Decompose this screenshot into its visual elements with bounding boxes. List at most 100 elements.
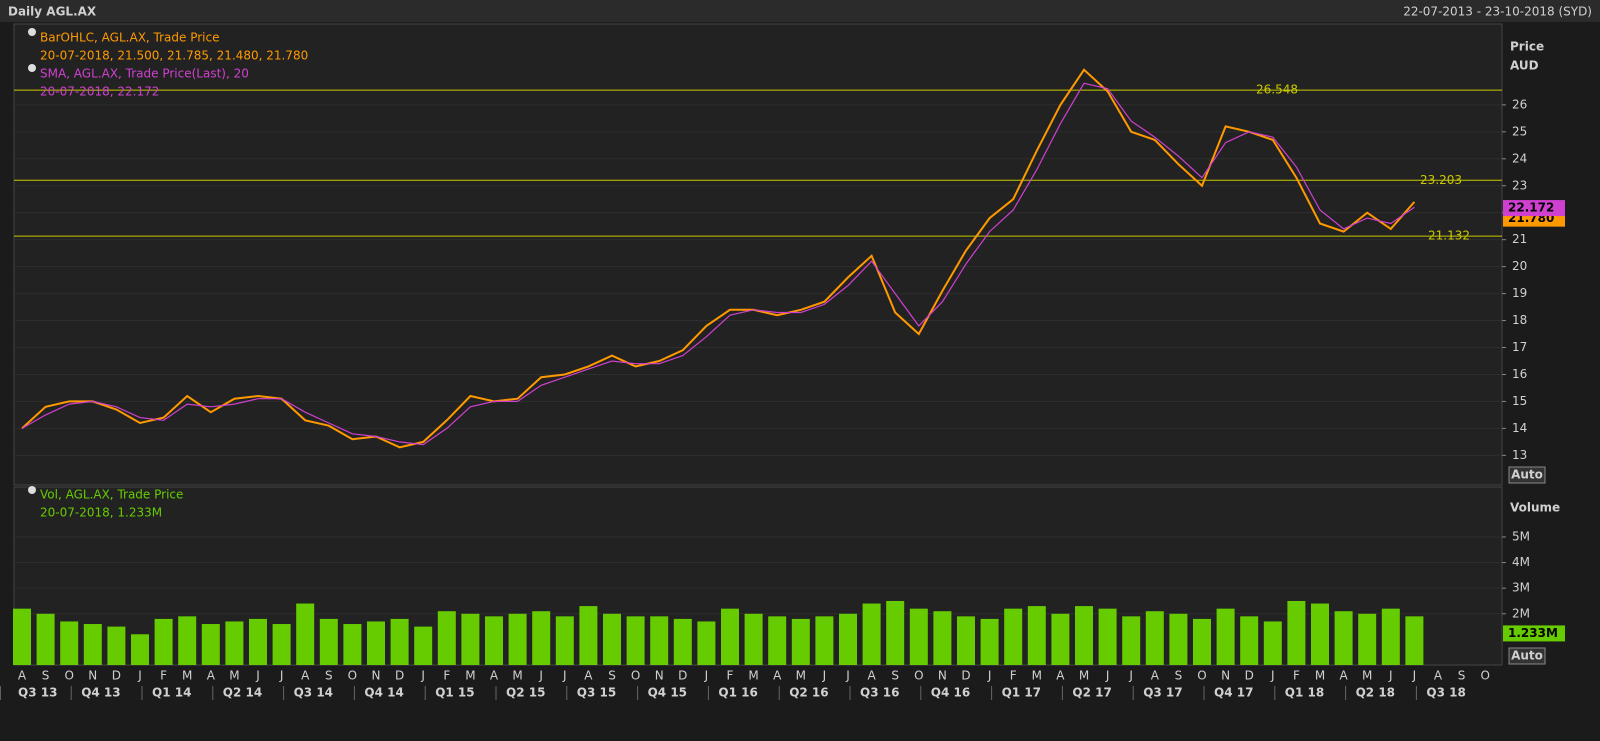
x-tick-label: J xyxy=(845,669,850,683)
volume-bar xyxy=(791,618,810,665)
price-line xyxy=(21,82,1415,446)
x-tick-label: J xyxy=(1412,669,1417,683)
x-tick-label: M xyxy=(229,669,239,683)
x-tick-label: A xyxy=(207,669,216,683)
x-tick-label: S xyxy=(608,669,616,683)
volume-bar xyxy=(886,600,905,665)
x-tick-label: O xyxy=(914,669,923,683)
x-tick-label: M xyxy=(1315,669,1325,683)
x-tick-label: J xyxy=(987,669,992,683)
volume-bar xyxy=(1216,608,1235,665)
scale-mode[interactable]: Auto xyxy=(1511,468,1543,482)
y-tick-label: 5M xyxy=(1512,529,1530,543)
x-tick-label: F xyxy=(443,669,450,683)
volume-bar xyxy=(1381,608,1400,665)
x-tick-label: D xyxy=(678,669,687,683)
volume-bar xyxy=(390,618,409,665)
volume-bar xyxy=(603,613,621,665)
last-value-tag xyxy=(1503,200,1565,217)
volume-bar xyxy=(1027,606,1046,665)
scale-button[interactable] xyxy=(1508,647,1546,665)
volume-bar xyxy=(768,616,787,665)
volume-bar xyxy=(343,624,362,665)
x-tick-label: J xyxy=(137,669,142,683)
x-tick-label: O xyxy=(1197,669,1206,683)
chart-title: Daily AGL.AX xyxy=(8,5,97,19)
volume-bar xyxy=(83,624,102,665)
y-tick-label: 26 xyxy=(1512,97,1527,111)
level-label: 23.203 xyxy=(1420,173,1462,187)
x-tick-label: M xyxy=(748,669,758,683)
scale-button[interactable] xyxy=(1508,466,1546,484)
legend-detail: 20-07-2018, 21.500, 21.785, 21.480, 21.7… xyxy=(40,49,308,63)
x-tick-label: F xyxy=(1010,669,1017,683)
y2-axis-title: Volume xyxy=(1510,501,1560,515)
quarter-label: Q1 17 xyxy=(1002,686,1041,700)
y-tick-label: 14 xyxy=(1512,421,1527,435)
volume-bar xyxy=(178,616,197,665)
volume-bar xyxy=(1004,608,1023,665)
volume-bar xyxy=(697,621,716,665)
x-tick-label: F xyxy=(1293,669,1300,683)
y-tick-label: 20 xyxy=(1512,259,1527,273)
x-tick-label: J xyxy=(255,669,260,683)
x-tick-label: O xyxy=(1480,669,1489,683)
legend-entry: SMA, AGL.AX, Trade Price(Last), 20 xyxy=(40,67,249,81)
x-tick-label: A xyxy=(1434,669,1443,683)
last-value-label: 1.233M xyxy=(1508,626,1558,640)
x-tick-label: J xyxy=(1128,669,1133,683)
volume-bar xyxy=(1263,621,1282,665)
volume-bar xyxy=(201,624,220,665)
x-tick-label: D xyxy=(961,669,970,683)
x-tick-label: S xyxy=(1175,669,1183,683)
y-axis-title: Price xyxy=(1510,40,1544,54)
legend-detail: 20-07-2018, 22.172 xyxy=(40,85,159,99)
x-tick-label: F xyxy=(727,669,734,683)
quarter-label: Q2 16 xyxy=(789,686,828,700)
x-tick-label: A xyxy=(773,669,782,683)
x-tick-label: J xyxy=(822,669,827,683)
x-tick-label: J xyxy=(1270,669,1275,683)
y-tick-label: 17 xyxy=(1512,340,1527,354)
y-tick-label: 3M xyxy=(1512,581,1530,595)
x-tick-label: M xyxy=(1032,669,1042,683)
volume-bar xyxy=(1122,616,1141,665)
x-tick-label: D xyxy=(1245,669,1254,683)
legend-icon[interactable] xyxy=(28,486,36,494)
y-tick-label: 21 xyxy=(1512,232,1527,246)
volume-bar xyxy=(815,616,834,665)
x-tick-label: M xyxy=(796,669,806,683)
x-tick-label: A xyxy=(1056,669,1065,683)
x-tick-label: O xyxy=(64,669,73,683)
x-tick-label: A xyxy=(301,669,310,683)
quarter-label: Q1 15 xyxy=(435,686,474,700)
volume-bar xyxy=(13,608,31,665)
quarter-label: Q2 15 xyxy=(506,686,545,700)
x-tick-label: N xyxy=(655,669,664,683)
legend-icon[interactable] xyxy=(28,64,36,72)
volume-bar xyxy=(933,611,952,665)
y-tick-label: 2M xyxy=(1512,606,1530,620)
volume-bar xyxy=(1287,600,1306,665)
quarter-label: Q4 13 xyxy=(81,686,120,700)
x-tick-label: M xyxy=(512,669,522,683)
quarter-label: Q2 17 xyxy=(1072,686,1111,700)
volume-bar xyxy=(1334,611,1353,665)
legend-icon[interactable] xyxy=(28,28,36,36)
quarter-label: Q4 17 xyxy=(1214,686,1253,700)
volume-bar xyxy=(367,621,385,665)
x-tick-label: A xyxy=(1151,669,1160,683)
y-tick-label: 24 xyxy=(1512,151,1527,165)
y-tick-label: 23 xyxy=(1512,178,1527,192)
x-tick-label: M xyxy=(465,669,475,683)
x-tick-label: S xyxy=(42,669,50,683)
quarter-label: Q4 14 xyxy=(364,686,403,700)
scale-mode[interactable]: Auto xyxy=(1511,649,1543,663)
volume-bar xyxy=(154,618,173,665)
x-tick-label: A xyxy=(1339,669,1348,683)
volume-bar xyxy=(437,611,456,665)
volume-bar xyxy=(555,616,574,665)
volume-bar xyxy=(579,606,598,665)
x-tick-label: A xyxy=(18,669,27,683)
y-tick-label: 15 xyxy=(1512,394,1527,408)
